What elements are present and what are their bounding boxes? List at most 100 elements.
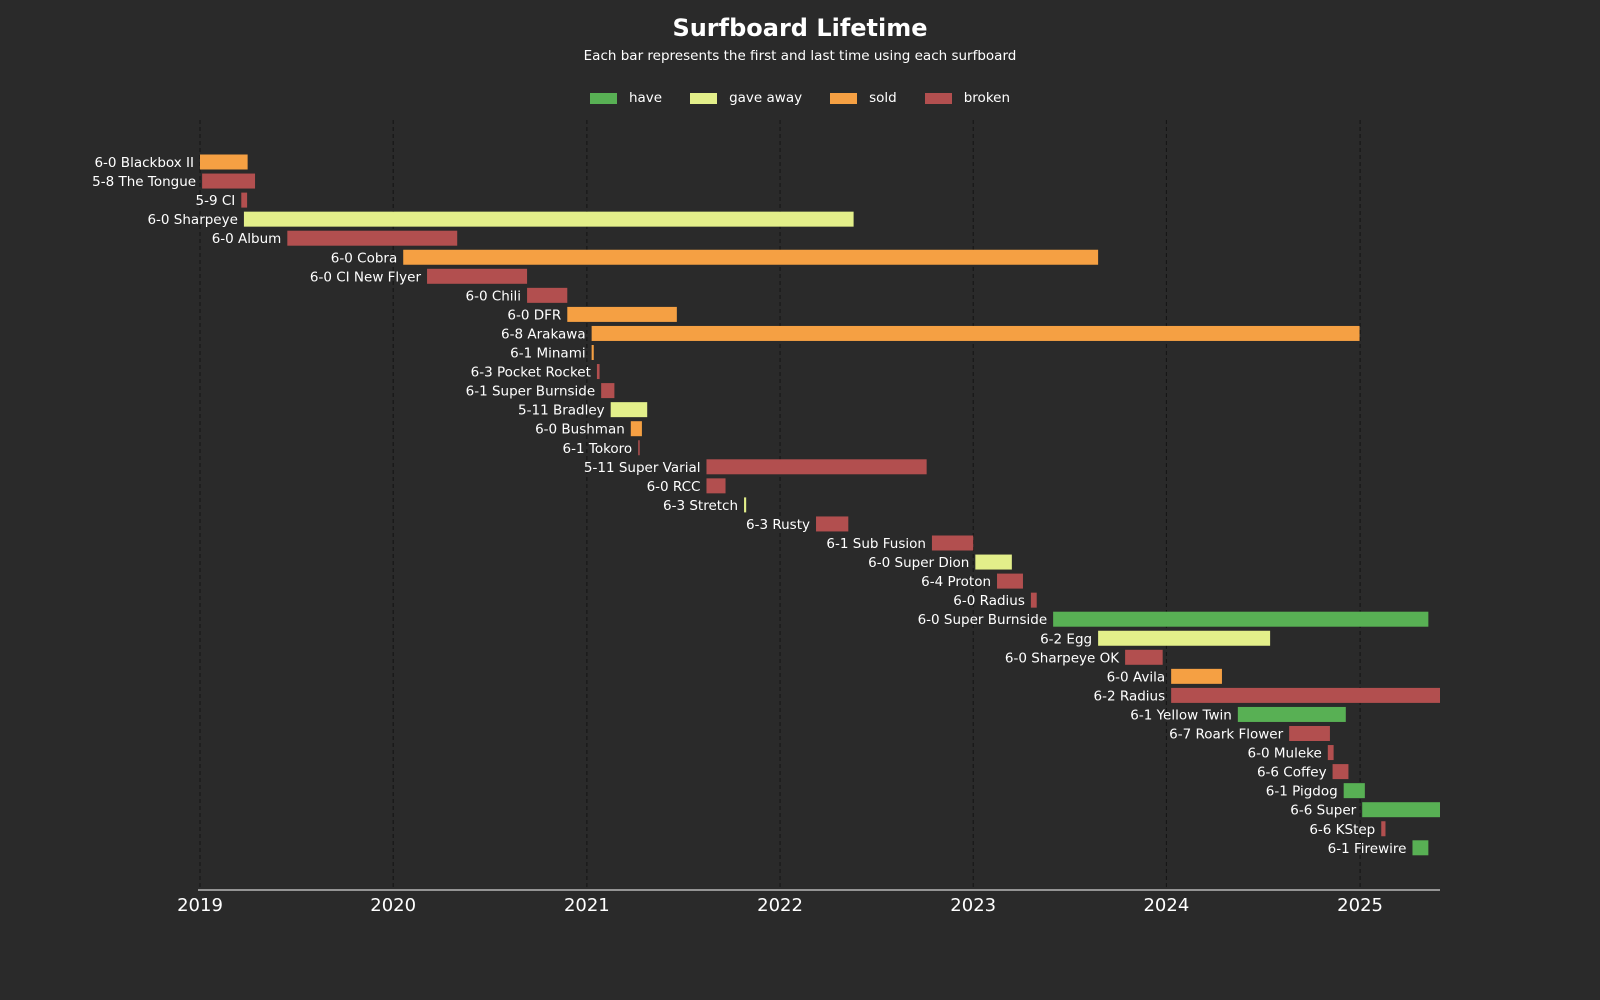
- board-label-6-1-super-burnside: 6-1 Super Burnside: [466, 384, 596, 400]
- bar-5-11-bradley: [610, 402, 648, 418]
- bar-6-0-chili: [527, 287, 568, 303]
- legend-swatch-gave-away: [690, 92, 718, 104]
- board-label-6-0-sharpeye: 6-0 Sharpeye: [147, 212, 237, 228]
- bar-6-1-minami: [591, 345, 594, 360]
- x-tick-label-2024: 2024: [1143, 895, 1189, 916]
- legend-label-sold: sold: [869, 90, 897, 106]
- board-label-6-7-roark-flower: 6-7 Roark Flower: [1169, 727, 1283, 743]
- board-label-6-0-album: 6-0 Album: [212, 231, 282, 247]
- bar-6-1-super-burnside: [601, 383, 615, 399]
- bar-layer: [200, 154, 1440, 856]
- board-label-6-1-minami: 6-1 Minami: [510, 346, 585, 362]
- board-label-6-0-radius: 6-0 Radius: [953, 593, 1025, 609]
- board-label-6-0-chili: 6-0 Chili: [465, 288, 521, 304]
- board-label-6-0-dfr: 6-0 DFR: [507, 307, 561, 323]
- bar-6-0-muleke: [1327, 745, 1334, 761]
- bar-6-0-sharpeye-ok: [1125, 649, 1163, 665]
- legend-item-have: have: [589, 90, 663, 106]
- bar-6-7-roark-flower: [1289, 726, 1330, 741]
- x-axis: 2019 2020 2021 2022 2023 2024 2025: [177, 889, 1440, 916]
- bar-6-0-radius: [1030, 592, 1037, 608]
- board-label-6-0-avila: 6-0 Avila: [1107, 669, 1166, 685]
- legend-swatch-sold: [830, 92, 858, 104]
- bar-6-0-super-burnside: [1053, 611, 1429, 627]
- bar-6-1-pigdog: [1343, 783, 1365, 799]
- legend-label-gave-away: gave away: [729, 90, 803, 106]
- board-label-6-6-super: 6-6 Super: [1290, 803, 1356, 819]
- bar-6-0-bushman: [630, 421, 642, 437]
- x-tick-label-2025: 2025: [1337, 895, 1383, 916]
- bar-6-4-proton: [997, 573, 1023, 589]
- bar-6-0-super-dion: [975, 554, 1012, 570]
- board-label-6-1-yellow-twin: 6-1 Yellow Twin: [1130, 707, 1232, 723]
- board-label-6-0-blackbox-ii: 6-0 Blackbox II: [94, 155, 194, 171]
- bar-6-0-ci-new-flyer: [427, 268, 528, 284]
- board-label-6-1-sub-fusion: 6-1 Sub Fusion: [826, 536, 926, 552]
- board-label-6-8-arakawa: 6-8 Arakawa: [501, 326, 586, 342]
- legend-item-broken: broken: [924, 90, 1011, 106]
- bar-6-1-sub-fusion: [931, 535, 974, 551]
- x-tick-label-2022: 2022: [757, 895, 803, 916]
- board-label-6-6-kstep: 6-6 KStep: [1309, 822, 1375, 838]
- chart-title: Surfboard Lifetime: [672, 14, 928, 42]
- board-label-6-6-coffey: 6-6 Coffey: [1257, 765, 1327, 781]
- bar-6-0-album: [287, 230, 458, 246]
- board-label-6-0-super-dion: 6-0 Super Dion: [868, 555, 969, 571]
- board-label-6-0-cobra: 6-0 Cobra: [331, 250, 397, 266]
- x-tick-label-2019: 2019: [177, 895, 223, 916]
- board-label-6-3-stretch: 6-3 Stretch: [663, 498, 738, 514]
- grid-layer: [199, 120, 1361, 890]
- bar-6-0-cobra: [403, 249, 1099, 265]
- bar-6-1-firewire: [1412, 840, 1429, 856]
- legend-label-have: have: [628, 90, 663, 106]
- board-label-6-2-radius: 6-2 Radius: [1094, 688, 1166, 704]
- bar-6-1-tokoro: [638, 440, 640, 456]
- bar-5-9-ci: [241, 192, 248, 208]
- board-label-6-4-proton: 6-4 Proton: [921, 574, 991, 590]
- bar-6-6-kstep: [1381, 821, 1386, 837]
- bar-6-6-super: [1362, 802, 1440, 818]
- x-tick-label-2021: 2021: [564, 895, 610, 916]
- legend-swatch-broken: [924, 92, 952, 104]
- bar-6-2-radius: [1171, 687, 1440, 703]
- bar-6-8-arakawa: [591, 325, 1360, 341]
- board-label-6-3-pocket-rocket: 6-3 Pocket Rocket: [471, 365, 591, 381]
- bar-6-0-dfr: [567, 306, 677, 322]
- x-tick-label-2020: 2020: [370, 895, 416, 916]
- bar-6-3-stretch: [744, 497, 747, 513]
- chart-subtitle: Each bar represents the first and last t…: [583, 48, 1017, 64]
- bar-5-11-super-varial: [706, 459, 927, 475]
- bar-6-0-rcc: [706, 478, 726, 494]
- bar-5-8-the-tongue: [202, 173, 256, 189]
- bar-6-2-egg: [1098, 630, 1271, 646]
- bar-6-3-rusty: [816, 516, 849, 532]
- board-label-6-3-rusty: 6-3 Rusty: [746, 517, 810, 533]
- board-label-5-9-ci: 5-9 CI: [196, 193, 236, 209]
- board-label-5-8-the-tongue: 5-8 The Tongue: [92, 174, 196, 190]
- bar-6-0-avila: [1171, 668, 1222, 684]
- board-label-6-0-ci-new-flyer: 6-0 CI New Flyer: [310, 269, 422, 285]
- board-label-6-0-rcc: 6-0 RCC: [647, 479, 701, 495]
- legend-item-gave-away: gave away: [690, 90, 802, 106]
- bar-6-0-blackbox-ii: [200, 154, 248, 170]
- legend-label-broken: broken: [963, 90, 1011, 106]
- board-label-6-2-egg: 6-2 Egg: [1040, 631, 1092, 647]
- board-label-6-0-super-burnside: 6-0 Super Burnside: [918, 612, 1048, 628]
- board-label-6-0-muleke: 6-0 Muleke: [1248, 746, 1322, 762]
- legend-item-sold: sold: [830, 90, 897, 106]
- board-label-6-1-firewire: 6-1 Firewire: [1328, 841, 1407, 857]
- bar-6-3-pocket-rocket: [596, 364, 600, 380]
- board-label-5-11-bradley: 5-11 Bradley: [518, 403, 605, 419]
- board-label-5-11-super-varial: 5-11 Super Varial: [584, 460, 701, 476]
- legend: have gave away sold broken: [0, 90, 1600, 106]
- board-label-6-1-pigdog: 6-1 Pigdog: [1266, 784, 1338, 800]
- board-label-6-1-tokoro: 6-1 Tokoro: [563, 441, 633, 457]
- bar-6-6-coffey: [1332, 764, 1349, 780]
- x-tick-label-2023: 2023: [950, 895, 996, 916]
- board-label-6-0-bushman: 6-0 Bushman: [535, 422, 625, 438]
- bar-6-0-sharpeye: [243, 211, 854, 227]
- board-label-6-0-sharpeye-ok: 6-0 Sharpeye OK: [1005, 650, 1120, 666]
- legend-swatch-have: [589, 92, 617, 104]
